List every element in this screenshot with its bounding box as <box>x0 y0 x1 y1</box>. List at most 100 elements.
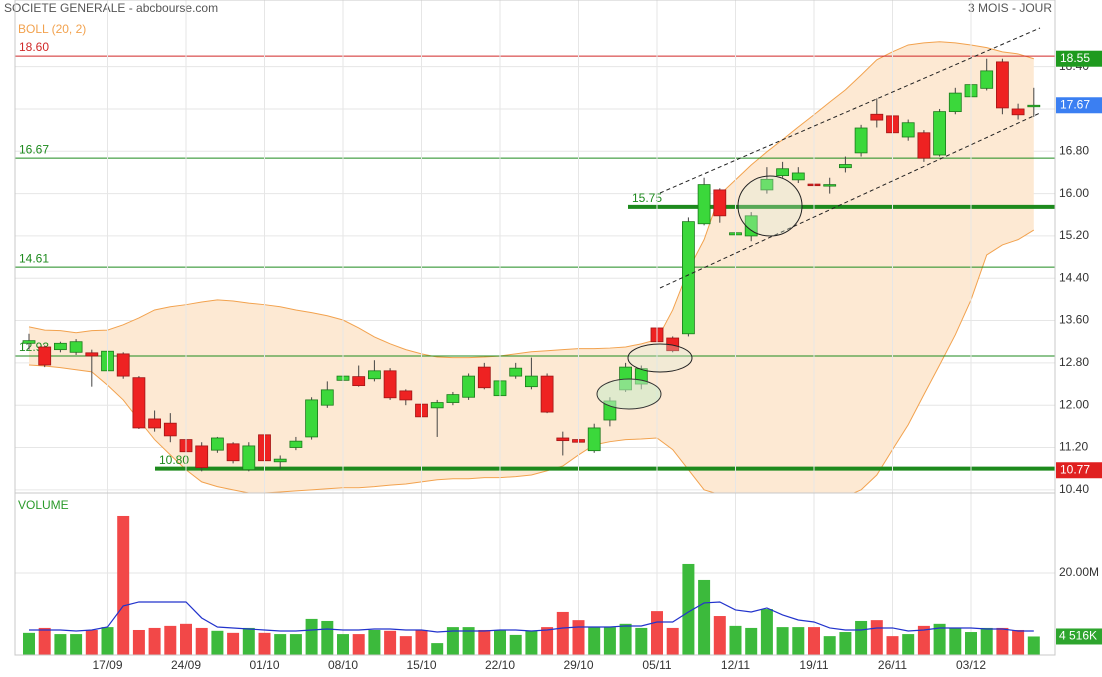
candle-body <box>980 70 994 89</box>
volume-bar <box>258 632 271 655</box>
price-box-label: 18.55 <box>1060 51 1090 65</box>
candle-body <box>148 418 162 429</box>
volume-bar <box>117 515 130 655</box>
candle-body <box>854 127 868 154</box>
volume-bar <box>588 627 601 655</box>
price-box <box>1056 50 1102 67</box>
highlight-ellipse <box>737 175 803 237</box>
volume-bar <box>23 632 35 655</box>
volume-bar <box>980 627 993 655</box>
candle-body <box>540 375 554 413</box>
panel-frame <box>14 492 1056 656</box>
candle-body <box>682 221 695 335</box>
volume-bar <box>321 620 334 655</box>
volume-bar <box>729 625 742 655</box>
chart-title: SOCIETE GENERALE - abcbourse.com <box>4 1 218 15</box>
band-lower <box>28 229 1035 493</box>
candle-body <box>273 458 287 463</box>
volume-bar <box>478 629 491 655</box>
volume-bar <box>823 636 836 655</box>
volume-average <box>29 601 1034 633</box>
x-tick-label: 26/11 <box>878 658 907 672</box>
volume-bar <box>242 627 255 655</box>
panel-title: VOLUME <box>18 498 69 512</box>
x-tick-label: 05/11 <box>642 658 671 672</box>
candle-body <box>839 164 852 169</box>
y-tick-label: 12.00 <box>1059 397 1089 411</box>
candle-body <box>22 340 36 344</box>
y-tick-label: 12.80 <box>1059 355 1089 369</box>
volume-bar <box>195 627 208 655</box>
x-tick-label: 17/09 <box>92 658 122 672</box>
volume-box <box>1056 628 1102 645</box>
volume-bar <box>635 627 648 655</box>
level-label: 14.61 <box>19 251 49 265</box>
volume-bar <box>902 634 915 655</box>
candle-body <box>210 437 224 451</box>
volume-bar <box>54 634 67 655</box>
volume-bar <box>776 627 789 655</box>
candle-body <box>289 440 303 448</box>
price-box-label: 17.67 <box>1060 97 1090 111</box>
level-label: 15.75 <box>632 191 662 205</box>
volume-bar <box>713 616 726 655</box>
volume-bar <box>180 623 192 655</box>
candle-body <box>69 341 83 353</box>
candle-body <box>948 92 962 113</box>
volume-bar <box>541 627 554 655</box>
candle-body <box>917 132 931 159</box>
candle-body <box>870 113 884 121</box>
volume-bar <box>808 627 820 655</box>
volume-bar <box>509 634 522 655</box>
volume-bar <box>870 620 883 655</box>
volume-bar <box>839 632 852 655</box>
volume-bar <box>996 627 1009 655</box>
y-tick-label: 13.60 <box>1059 313 1089 327</box>
price-box-label: 10.77 <box>1060 462 1090 476</box>
volume-bar <box>289 634 302 655</box>
y-tick-label: 11.20 <box>1059 440 1088 454</box>
candle-body <box>509 367 523 377</box>
volume-bar <box>305 618 318 655</box>
candle-body <box>791 172 805 181</box>
volume-bar <box>1012 629 1025 655</box>
candle-body <box>163 422 177 437</box>
volume-bar <box>792 627 805 655</box>
volume-bar <box>682 563 695 655</box>
candle-body <box>132 377 146 429</box>
volume-bar <box>132 629 145 655</box>
candle-body <box>744 215 758 237</box>
y-tick-label: 15.20 <box>1059 228 1089 242</box>
candle-body <box>352 376 366 387</box>
highlight-ellipse <box>596 378 662 410</box>
volume-bar <box>399 636 412 655</box>
candle-body <box>305 399 319 438</box>
y-tick-label: 16.00 <box>1059 186 1089 200</box>
y-tick-label: 20.00M <box>1059 565 1099 579</box>
volume-bar <box>384 630 397 655</box>
candle-body <box>996 61 1009 109</box>
volume-bar <box>148 627 161 655</box>
candle-body <box>116 353 130 377</box>
volume-bar <box>446 627 459 655</box>
volume-bar <box>431 643 444 655</box>
candle-body <box>1027 104 1041 108</box>
volume-bar <box>886 636 899 655</box>
volume-bar <box>462 627 475 655</box>
x-tick-label: 03/12 <box>956 658 986 672</box>
chart-subtitle: 3 MOIS - JOUR <box>968 1 1052 15</box>
level-label: 10.80 <box>159 453 189 467</box>
y-tick-label: 14.40 <box>1059 270 1089 284</box>
candle-body <box>556 437 570 442</box>
drawings <box>596 27 1041 410</box>
x-tick-label: 22/10 <box>485 658 515 672</box>
x-tick-label: 29/10 <box>563 658 593 672</box>
y-tick-label: 16.80 <box>1059 143 1089 157</box>
x-tick-label: 15/10 <box>406 658 436 672</box>
volume-bar <box>603 627 616 655</box>
level-label: 18.60 <box>19 40 49 54</box>
volume-bar <box>274 634 287 655</box>
y-tick-label: 10.40 <box>1059 482 1089 496</box>
x-tick-label: 19/11 <box>799 658 828 672</box>
